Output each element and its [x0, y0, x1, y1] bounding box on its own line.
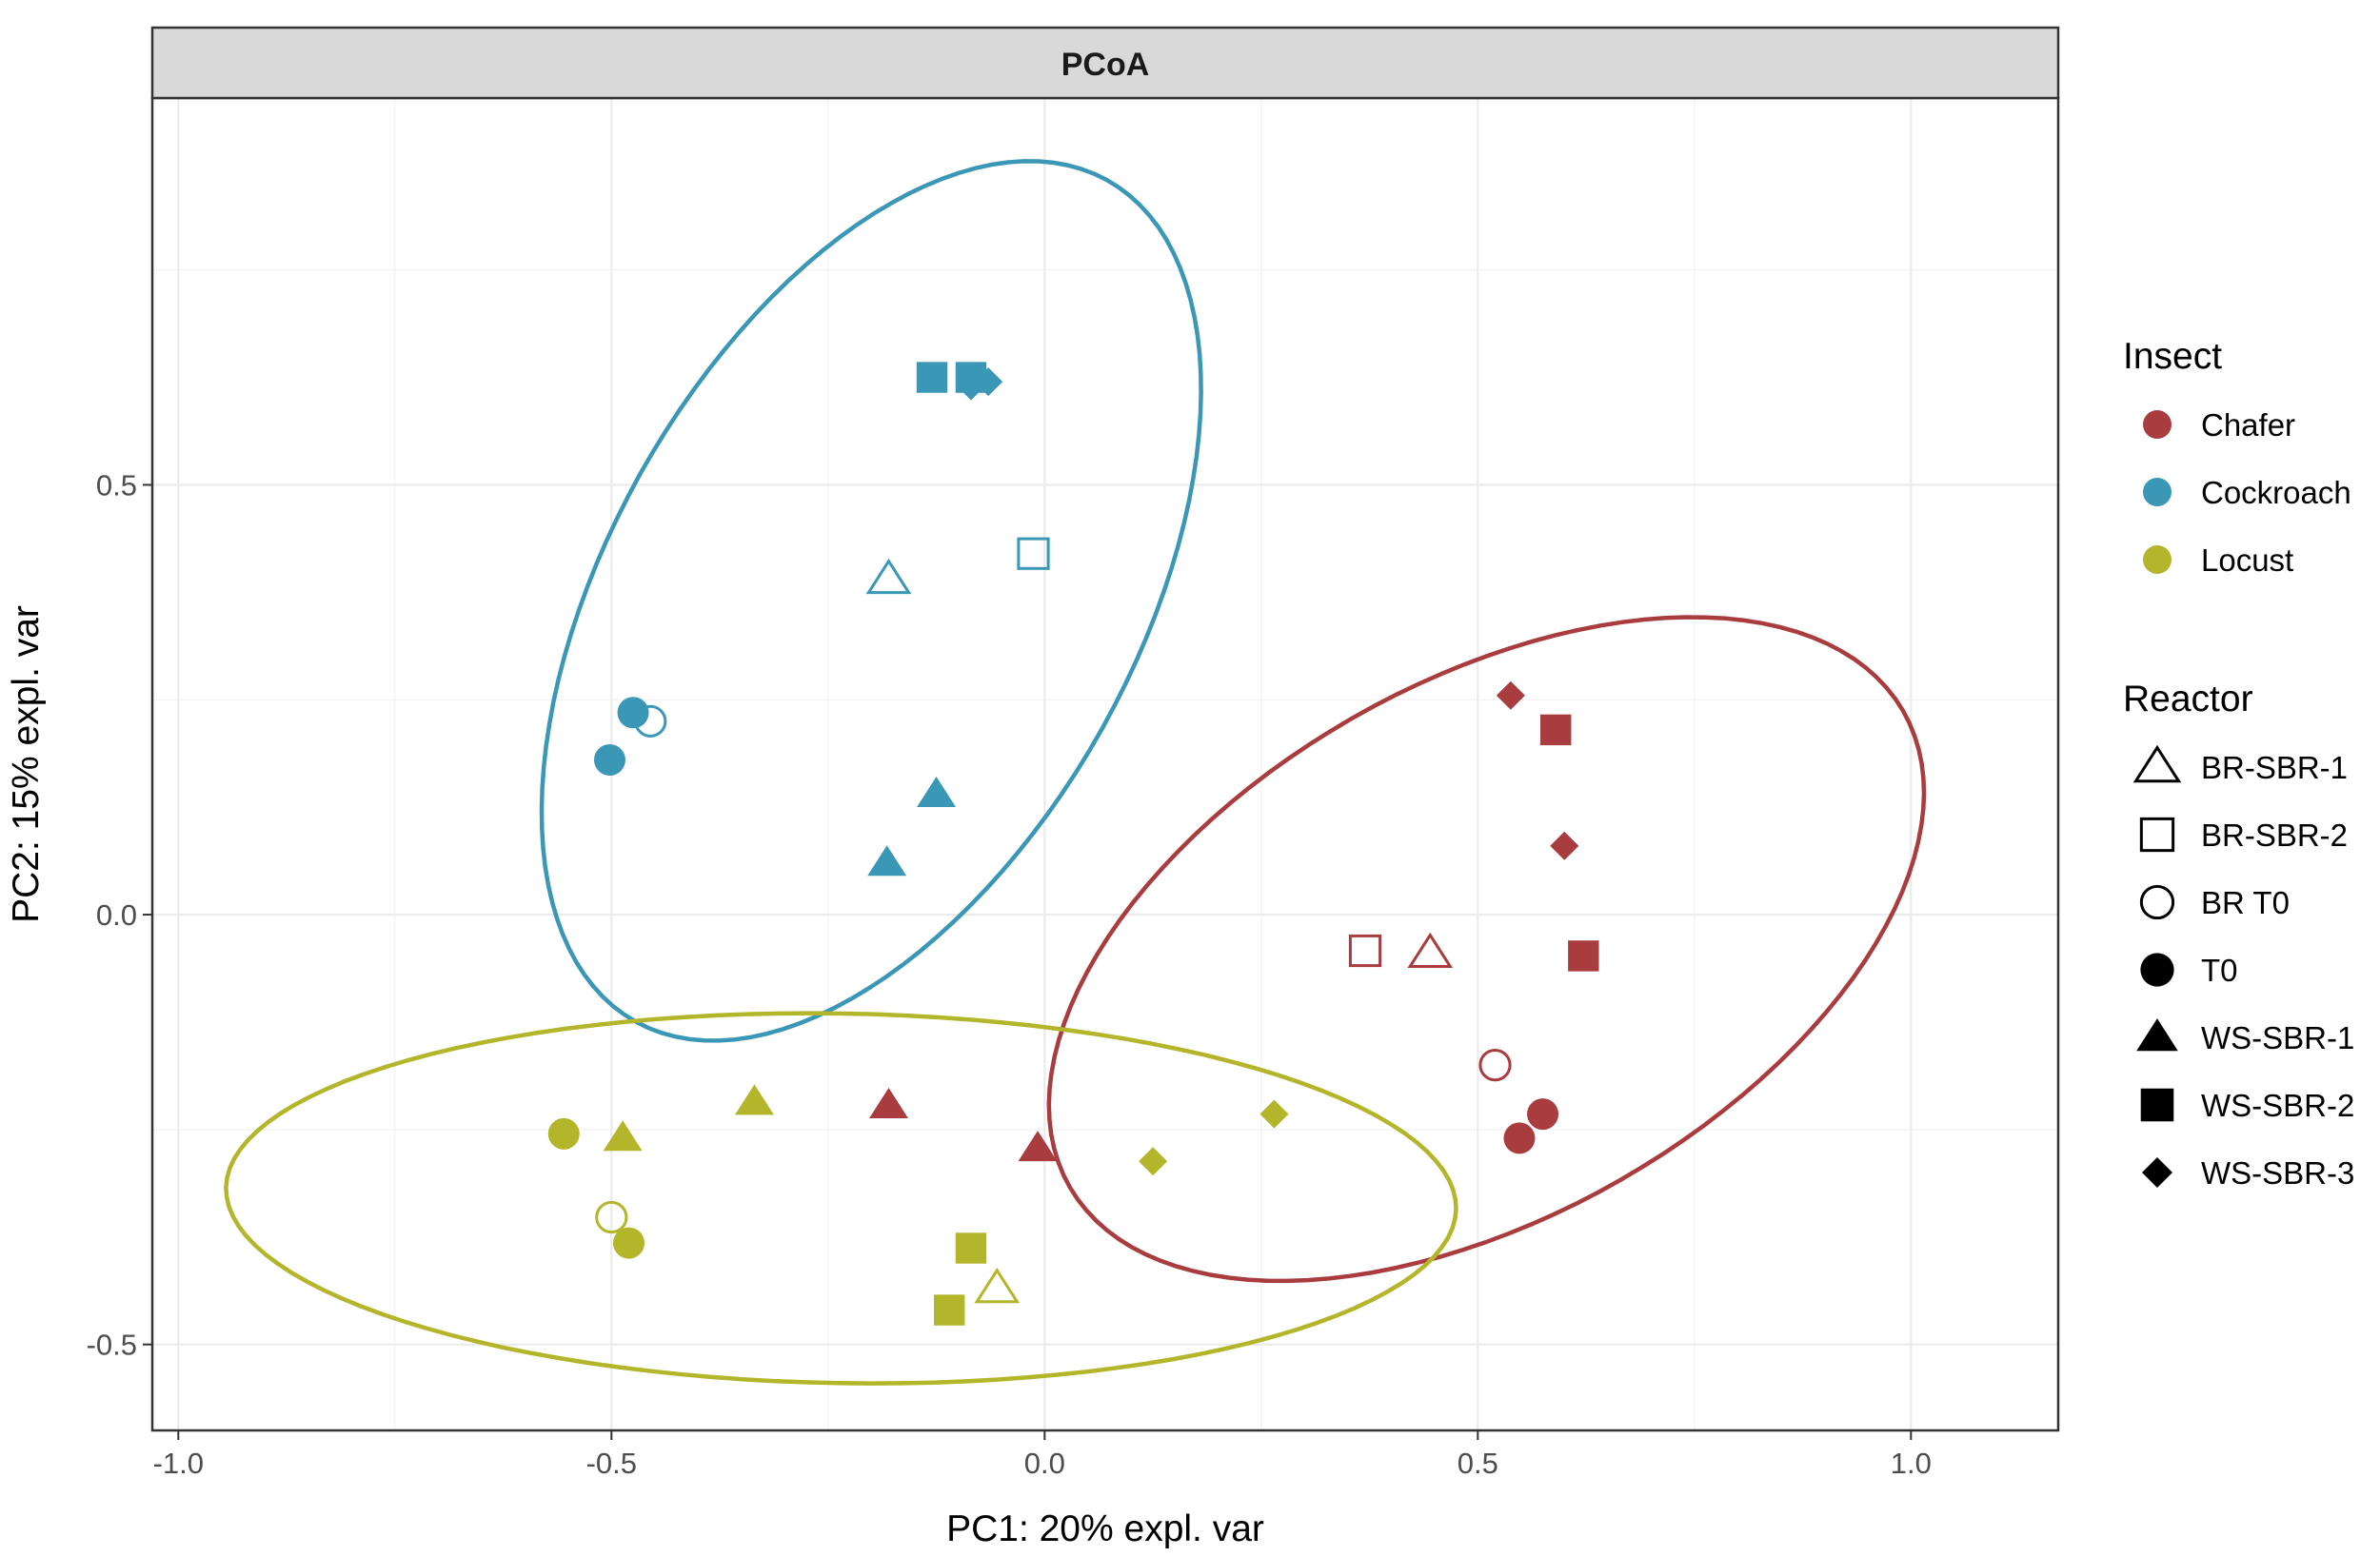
legend-reactor-key-br-sbr-2 [2139, 817, 2175, 853]
legend-reactor-key-br-sbr-1 [2132, 744, 2182, 783]
point-cockroach-ws-sbr-1 [917, 777, 957, 808]
legend-reactor-key-t0 [2140, 953, 2174, 987]
data-points [547, 362, 1599, 1326]
legend-insect-label: Cockroach [2201, 475, 2351, 510]
point-cockroach-t0 [593, 743, 625, 776]
point-chafer-ws-sbr-2 [1540, 714, 1572, 746]
legend-insect-key-chafer [2143, 410, 2172, 439]
point-chafer-t0 [1527, 1098, 1559, 1131]
x-tick-label: -0.5 [586, 1447, 637, 1480]
legend-reactor-key-ws-sbr-3 [2142, 1157, 2172, 1188]
point-locust-ws-sbr-3 [1139, 1147, 1168, 1176]
point-cockroach-ws-sbr-3 [974, 367, 1003, 397]
ellipse-chafer [1046, 615, 1927, 1284]
legend-reactor-label: BR-SBR-2 [2201, 818, 2348, 853]
legend-insect-label: Chafer [2201, 407, 2295, 443]
legend-reactor: BR-SBR-1 BR-SBR-2 BR T0 T0 WS-SBR-1 WS-SBR-2 W… [2132, 744, 2354, 1191]
point-locust-ws-sbr-2 [955, 1232, 987, 1264]
point-locust-t0 [613, 1227, 645, 1259]
y-tick-label: -0.5 [87, 1329, 137, 1362]
legend-reactor-key-ws-sbr-2 [2140, 1088, 2174, 1122]
legend-reactor-label: WS-SBR-1 [2201, 1020, 2354, 1055]
legend-insect: Chafer Cockroach Locust [2143, 407, 2351, 578]
facet-strip [150, 26, 2060, 100]
point-chafer-ws-sbr-2 [1568, 940, 1599, 972]
x-tick-label: 0.0 [1024, 1447, 1065, 1480]
major-gridlines [152, 98, 2058, 1430]
point-cockroach-ws-sbr-2 [916, 362, 948, 393]
point-chafer-t0 [1503, 1122, 1536, 1154]
point-chafer-br-sbr-1 [1407, 932, 1454, 969]
axis-ticks: -1.0 -0.5 0.0 0.5 1.0 -0.5 0.0 0.5 [87, 468, 1932, 1480]
legend-insect-title: Insect [2123, 336, 2222, 377]
x-tick-label: -1.0 [153, 1447, 204, 1480]
legend-reactor-key-br-t0 [2139, 884, 2175, 920]
ellipse-locust [224, 1011, 1458, 1386]
point-cockroach-t0 [617, 697, 649, 729]
point-chafer-br-sbr-2 [1348, 934, 1382, 968]
point-locust-br-t0 [595, 1200, 628, 1234]
legend-reactor-key-ws-sbr-1 [2136, 1018, 2178, 1052]
legend-reactor-title: Reactor [2123, 679, 2253, 719]
y-axis-title: PC2: 15% expl. var [6, 605, 47, 923]
confidence-ellipses [224, 159, 1927, 1386]
point-locust-ws-sbr-1 [734, 1084, 774, 1115]
plot-panel [152, 98, 2058, 1430]
x-axis-title: PC1: 20% expl. var [946, 1508, 1264, 1549]
legend-insect-label: Locust [2201, 542, 2293, 578]
legend-reactor-label: BR T0 [2201, 885, 2290, 920]
point-chafer-ws-sbr-1 [869, 1087, 908, 1118]
legend-insect-key-locust [2143, 545, 2172, 574]
point-locust-br-sbr-1 [974, 1267, 1021, 1304]
point-cockroach-br-sbr-2 [1017, 537, 1050, 570]
y-tick-label: 0.5 [96, 468, 137, 502]
legend-reactor-label: WS-SBR-3 [2201, 1155, 2354, 1191]
ellipse-cockroach [539, 159, 1203, 1043]
point-chafer-ws-sbr-1 [1018, 1131, 1058, 1162]
x-tick-label: 1.0 [1891, 1447, 1932, 1480]
point-locust-ws-sbr-2 [934, 1294, 965, 1326]
legend-reactor-label: BR-SBR-1 [2201, 750, 2348, 785]
legend-reactor-label: T0 [2201, 953, 2238, 988]
point-cockroach-br-sbr-1 [865, 558, 912, 595]
point-chafer-ws-sbr-3 [1496, 680, 1525, 710]
y-tick-label: 0.0 [96, 898, 137, 932]
point-chafer-ws-sbr-3 [1550, 831, 1579, 860]
legend-reactor-label: WS-SBR-2 [2201, 1088, 2354, 1123]
point-locust-ws-sbr-3 [1259, 1099, 1289, 1129]
minor-gridlines [152, 98, 2058, 1430]
point-locust-ws-sbr-1 [603, 1120, 643, 1152]
legend-insect-key-cockroach [2143, 478, 2172, 506]
point-cockroach-br-t0 [634, 704, 667, 738]
x-tick-label: 0.5 [1458, 1447, 1498, 1480]
point-chafer-br-t0 [1478, 1049, 1512, 1082]
point-locust-t0 [547, 1117, 580, 1150]
point-cockroach-ws-sbr-1 [867, 845, 907, 877]
facet-strip-title: PCoA [1061, 47, 1150, 83]
